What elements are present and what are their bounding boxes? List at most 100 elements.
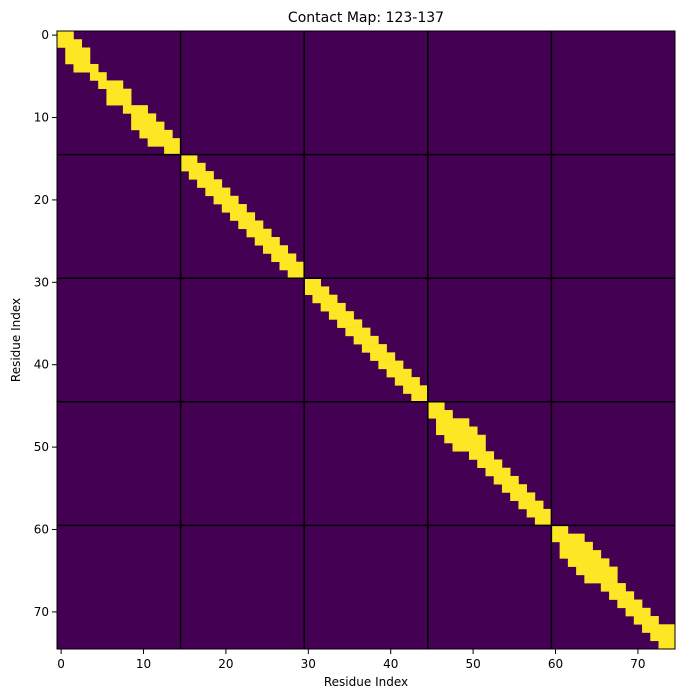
contact-cells (57, 31, 676, 650)
x-tick-label-40: 40 (383, 657, 398, 671)
contact-cell-row-1 (57, 39, 83, 48)
chart-title: Contact Map: 123-137 (288, 10, 444, 26)
contact-cell-row-53 (485, 467, 511, 477)
y-tick-label-60: 60 (34, 523, 49, 537)
y-axis-ticks: 0 10 20 30 40 50 60 70 (34, 28, 57, 619)
contact-cell-row-43 (403, 385, 429, 394)
contact-cell-row-51 (469, 451, 495, 460)
contact-cell-row-5 (89, 72, 107, 81)
contact-cell-row-55 (501, 484, 527, 493)
contact-cell-row-19 (205, 187, 231, 197)
contact-cell-row-11 (131, 121, 165, 131)
x-axis-ticks: 0 10 20 30 40 50 60 70 (57, 649, 646, 671)
contact-cell-row-50 (452, 443, 486, 452)
contact-cell-row-63 (559, 550, 602, 559)
contact-cell-row-60 (551, 525, 569, 534)
contact-cell-row-28 (279, 261, 305, 271)
contact-cell-row-47 (436, 418, 470, 427)
contact-cell-row-57 (518, 500, 544, 510)
contact-cell-row-44 (411, 393, 429, 403)
contact-cell-row-59 (534, 517, 552, 526)
x-axis-label: Residue Index (324, 675, 408, 689)
x-tick-label-10: 10 (136, 657, 151, 671)
plot-frame (56, 30, 676, 650)
contact-cell-row-64 (567, 558, 610, 567)
contact-cell-row-52 (477, 459, 503, 469)
contact-cell-row-56 (510, 492, 536, 501)
contact-cell-row-18 (197, 179, 223, 188)
contact-cell-row-30 (304, 278, 321, 287)
contact-cell-row-0 (57, 31, 74, 40)
x-tick-label-30: 30 (301, 657, 316, 671)
contact-cell-row-74 (658, 640, 676, 650)
contact-cell-row-12 (139, 129, 173, 139)
contact-cell-row-65 (576, 566, 618, 576)
contact-cell-row-13 (147, 138, 181, 147)
y-tick-label-70: 70 (34, 605, 49, 619)
contact-cell-row-26 (263, 245, 289, 254)
contact-cell-row-38 (361, 344, 387, 353)
contact-cell-row-45 (427, 401, 445, 411)
contact-cell-row-41 (386, 368, 412, 378)
contact-cell-row-22 (230, 212, 256, 221)
contact-cell-row-54 (493, 475, 519, 485)
contact-cell-row-58 (526, 508, 552, 518)
y-tick-label-50: 50 (34, 440, 49, 454)
contact-cell-row-17 (188, 171, 214, 180)
contact-cell-row-24 (246, 228, 272, 238)
segment-boundaries (57, 31, 675, 649)
y-tick-label-30: 30 (34, 275, 49, 289)
contact-cell-row-10 (131, 113, 157, 122)
x-tick-label-60: 60 (548, 657, 563, 671)
contact-cell-row-72 (642, 624, 676, 633)
contact-cell-row-16 (180, 162, 206, 172)
contact-cell-row-7 (106, 88, 132, 98)
contact-cell-row-46 (427, 410, 453, 419)
y-tick-label-10: 10 (34, 111, 49, 125)
x-tick-label-70: 70 (630, 657, 645, 671)
x-tick-label-0: 0 (57, 657, 65, 671)
contact-cell-row-27 (271, 253, 297, 263)
contact-cell-row-4 (73, 63, 99, 73)
contact-cell-row-21 (221, 204, 247, 213)
contact-cell-row-66 (584, 574, 618, 584)
contact-cell-row-71 (633, 616, 659, 625)
contact-cell-row-2 (65, 47, 91, 57)
contact-cell-row-25 (254, 237, 280, 246)
contact-cell-row-14 (164, 146, 181, 155)
contact-cell-row-33 (320, 302, 346, 312)
contact-cell-row-69 (617, 599, 643, 609)
contact-cell-row-32 (312, 294, 338, 304)
contact-cell-row-37 (353, 335, 379, 345)
y-tick-label-40: 40 (34, 358, 49, 372)
contact-cell-row-39 (370, 352, 396, 361)
contact-cell-row-8 (106, 96, 132, 106)
contact-cell-row-40 (378, 360, 404, 370)
contact-cell-row-34 (328, 311, 354, 320)
contact-cell-row-67 (600, 583, 626, 592)
contact-cell-row-36 (345, 327, 371, 337)
y-tick-label-0: 0 (41, 28, 49, 42)
contact-cell-row-49 (444, 434, 486, 444)
contact-cell-row-42 (394, 377, 420, 386)
contact-cell-row-31 (304, 286, 330, 295)
x-tick-label-50: 50 (465, 657, 480, 671)
contact-cell-row-23 (238, 220, 264, 230)
contact-cell-row-29 (287, 269, 305, 279)
x-tick-label-20: 20 (218, 657, 233, 671)
contact-cell-row-6 (98, 80, 124, 89)
contact-cell-row-35 (337, 319, 363, 328)
contact-cell-row-61 (551, 533, 585, 543)
contact-cell-row-68 (609, 591, 635, 600)
y-axis-label: Residue Index (9, 298, 23, 382)
contact-cell-row-48 (436, 426, 478, 436)
contact-cell-row-9 (122, 105, 148, 114)
contact-cell-row-62 (559, 541, 593, 551)
contact-cell-row-73 (650, 632, 676, 642)
y-tick-label-20: 20 (34, 193, 49, 207)
contact-cell-row-15 (180, 154, 198, 164)
contact-cell-row-20 (213, 195, 239, 205)
contact-cell-row-70 (625, 607, 651, 617)
contact-cell-row-3 (65, 55, 91, 65)
